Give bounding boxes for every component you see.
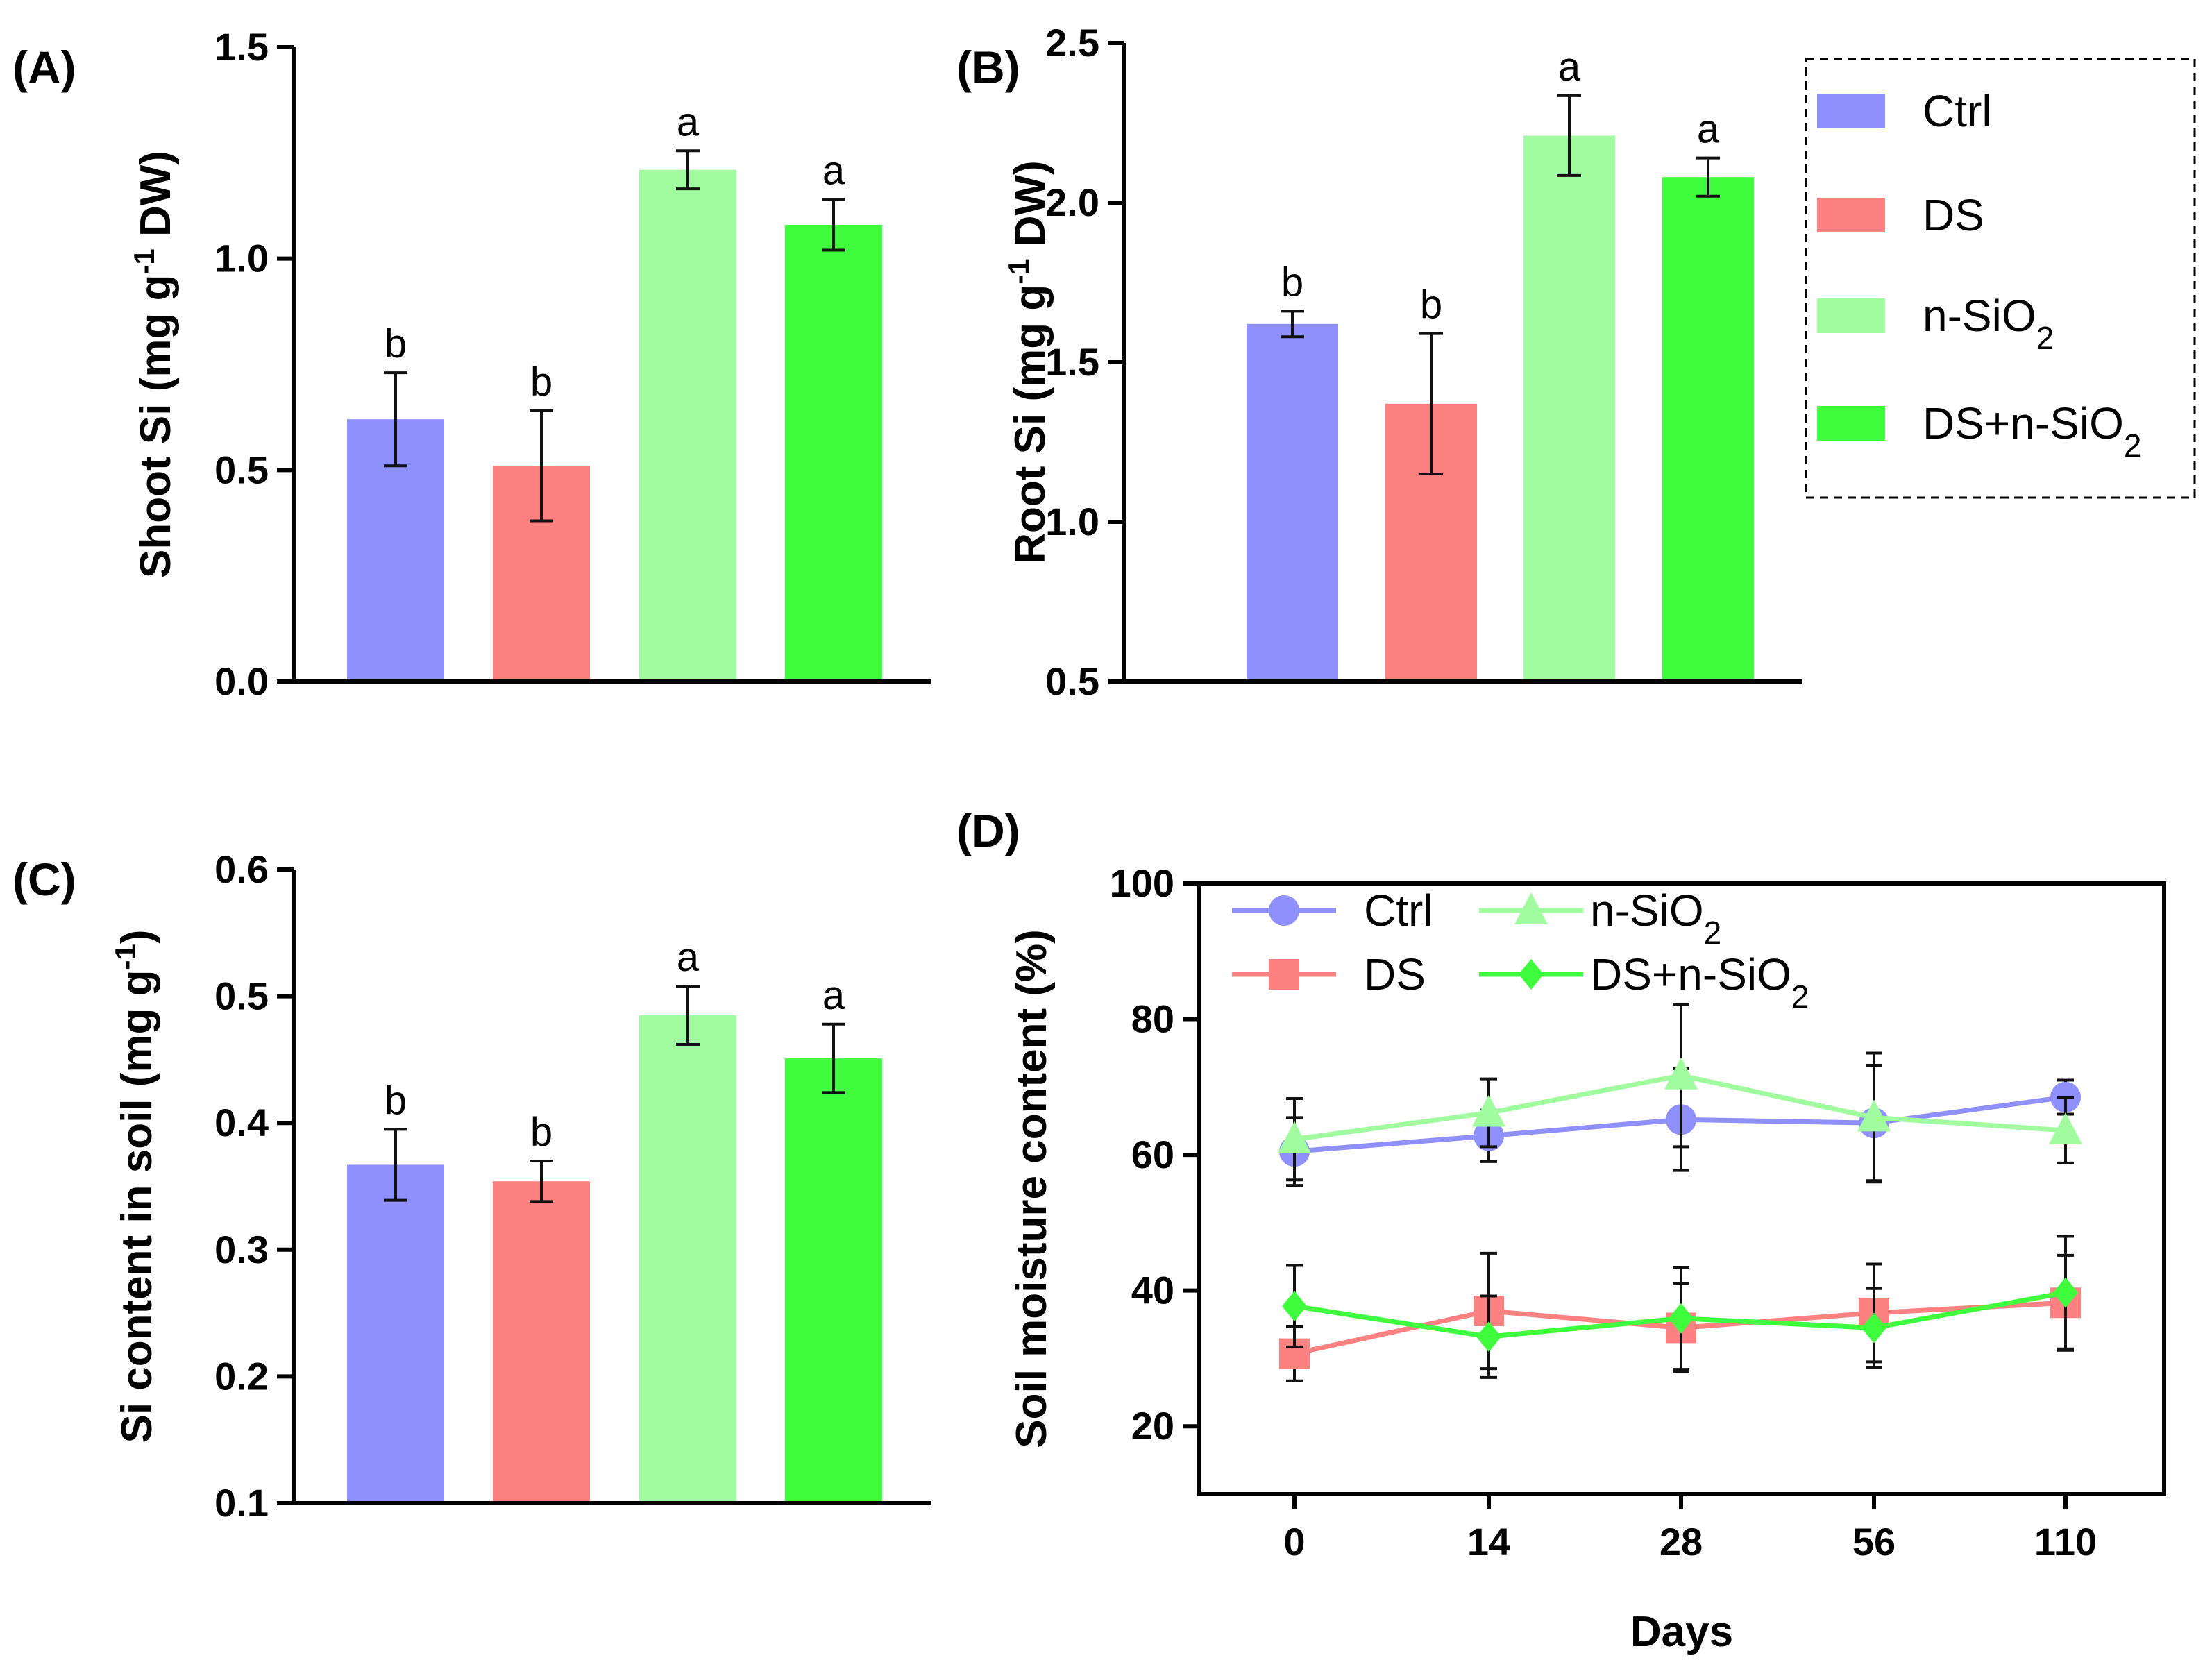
significance-letter: b bbox=[530, 1110, 552, 1155]
y-tick-label: 0.4 bbox=[214, 1101, 269, 1144]
marker-triangle bbox=[1278, 1121, 1311, 1153]
marker-diamond bbox=[1861, 1312, 1886, 1344]
y-tick-label: 20 bbox=[1131, 1404, 1174, 1448]
bar-ds_nsio2 bbox=[1662, 177, 1754, 681]
legend-label: DS+n-SiO2 bbox=[1590, 949, 1809, 1015]
significance-letter: a bbox=[822, 973, 845, 1018]
y-tick-label: 60 bbox=[1131, 1133, 1174, 1176]
legend-label: Ctrl bbox=[1364, 886, 1433, 935]
panel-label: (D) bbox=[956, 805, 1020, 856]
significance-letter: b bbox=[385, 1078, 407, 1123]
y-axis-label: Shoot Si (mg g-1 DW) bbox=[128, 151, 180, 578]
legend-box bbox=[1805, 58, 2196, 499]
legend-label: DS bbox=[1364, 949, 1426, 999]
x-tick-label: 0 bbox=[1283, 1520, 1305, 1564]
marker-diamond bbox=[1282, 1291, 1307, 1322]
axis-frame bbox=[292, 870, 931, 1505]
marker-circle bbox=[1269, 895, 1299, 926]
bar-ctrl bbox=[1247, 323, 1338, 681]
y-tick-label: 0.0 bbox=[214, 659, 269, 703]
bar-panel-1: (B) Root Si (mg g-1 DW) 0.5 1.0 1.5 2.0 2.5 b b a… bbox=[956, 21, 1802, 703]
y-tick-label: 80 bbox=[1131, 997, 1174, 1041]
series-nsio2 bbox=[1278, 1003, 2082, 1184]
significance-letter: b bbox=[385, 321, 407, 366]
legend-label: n-SiO2 bbox=[1590, 886, 1721, 951]
panel-label: (C) bbox=[12, 854, 76, 905]
significance-letter: a bbox=[677, 99, 700, 144]
legend: Ctrl DS n-SiO2 DS+n-SiO2 bbox=[1805, 58, 2196, 499]
marker-triangle bbox=[1514, 892, 1548, 924]
significance-letter: b bbox=[530, 359, 552, 405]
y-tick-label: 0.5 bbox=[214, 448, 269, 491]
legend-label: Ctrl bbox=[1923, 86, 1992, 136]
panel-label: (B) bbox=[956, 42, 1020, 93]
legend-label: DS bbox=[1923, 190, 1984, 240]
y-tick-label: 0.6 bbox=[214, 847, 269, 891]
bar-nsio2 bbox=[1523, 135, 1615, 681]
bar-nsio2 bbox=[639, 169, 736, 681]
x-axis-label: Days bbox=[1630, 1608, 1733, 1656]
y-tick-label: 1.5 bbox=[214, 25, 269, 69]
y-tick-label: 0.5 bbox=[214, 974, 269, 1018]
bar-ctrl bbox=[347, 1164, 444, 1503]
legend-label: DS+n-SiO2 bbox=[1923, 398, 2141, 464]
y-tick-label: 0.1 bbox=[214, 1481, 269, 1525]
y-tick-label: 1.5 bbox=[1045, 340, 1099, 384]
y-axis-label: Root Si (mg g-1 DW) bbox=[1002, 160, 1055, 564]
legend-swatch-nsio2 bbox=[1817, 298, 1885, 333]
axis-frame bbox=[1122, 43, 1802, 684]
y-tick-label: 0.3 bbox=[214, 1228, 269, 1271]
y-tick-label: 40 bbox=[1131, 1269, 1174, 1312]
panel-label: (A) bbox=[12, 42, 76, 93]
significance-letter: a bbox=[1697, 107, 1720, 152]
x-tick-label: 28 bbox=[1660, 1520, 1703, 1564]
significance-letter: a bbox=[822, 148, 845, 193]
plot-frame bbox=[1197, 881, 2166, 1496]
x-tick-label: 56 bbox=[1852, 1520, 1896, 1564]
y-axis-label: Soil moisture content (%) bbox=[1008, 929, 1056, 1448]
significance-letter: b bbox=[1420, 282, 1442, 328]
marker-diamond bbox=[1669, 1303, 1694, 1334]
axis-frame bbox=[292, 47, 931, 684]
y-tick-label: 2.5 bbox=[1045, 21, 1099, 65]
significance-letter: b bbox=[1281, 260, 1303, 305]
legend-swatch-ds_nsio2 bbox=[1817, 406, 1885, 441]
x-tick-label: 110 bbox=[2034, 1520, 2097, 1564]
y-axis-label: Si content in soil (mg g-1) bbox=[109, 929, 162, 1443]
y-tick-label: 100 bbox=[1110, 861, 1174, 905]
marker-diamond bbox=[2053, 1277, 2078, 1308]
x-tick-label: 14 bbox=[1467, 1520, 1510, 1564]
significance-letter: a bbox=[1558, 44, 1581, 90]
marker-triangle bbox=[1472, 1094, 1505, 1127]
bar-ds_nsio2 bbox=[785, 1058, 882, 1503]
bar-nsio2 bbox=[639, 1015, 736, 1503]
legend-swatch-ctrl bbox=[1817, 94, 1885, 128]
bar-panel-0: (A) Shoot Si (mg g-1 DW) 0.0 0.5 1.0 1.5 b b a a bbox=[12, 25, 931, 703]
bar-ds_nsio2 bbox=[785, 224, 882, 681]
y-tick-label: 2.0 bbox=[1045, 180, 1099, 224]
y-tick-label: 0.2 bbox=[214, 1354, 269, 1398]
marker-triangle bbox=[2049, 1112, 2082, 1144]
y-tick-label: 0.5 bbox=[1045, 659, 1099, 703]
marker-diamond bbox=[1519, 959, 1544, 990]
series-ds_nsio2 bbox=[1282, 1235, 2078, 1379]
legend-swatch-ds bbox=[1817, 198, 1885, 232]
bar-ds bbox=[493, 1181, 590, 1503]
legend-label: n-SiO2 bbox=[1923, 291, 2054, 356]
line-panel: (D) Soil moisture content (%) 20 40 60 80 100 0… bbox=[956, 805, 2166, 1656]
marker-square bbox=[1269, 959, 1299, 990]
marker-triangle bbox=[1857, 1099, 1891, 1132]
marker-triangle bbox=[1664, 1057, 1698, 1090]
bar-panel-2: (C) Si content in soil (mg g-1) 0.1 0.2 0.3 0… bbox=[12, 847, 931, 1525]
y-tick-label: 1.0 bbox=[214, 237, 269, 280]
marker-diamond bbox=[1476, 1321, 1501, 1353]
y-tick-label: 1.0 bbox=[1045, 500, 1099, 543]
significance-letter: a bbox=[677, 935, 700, 980]
